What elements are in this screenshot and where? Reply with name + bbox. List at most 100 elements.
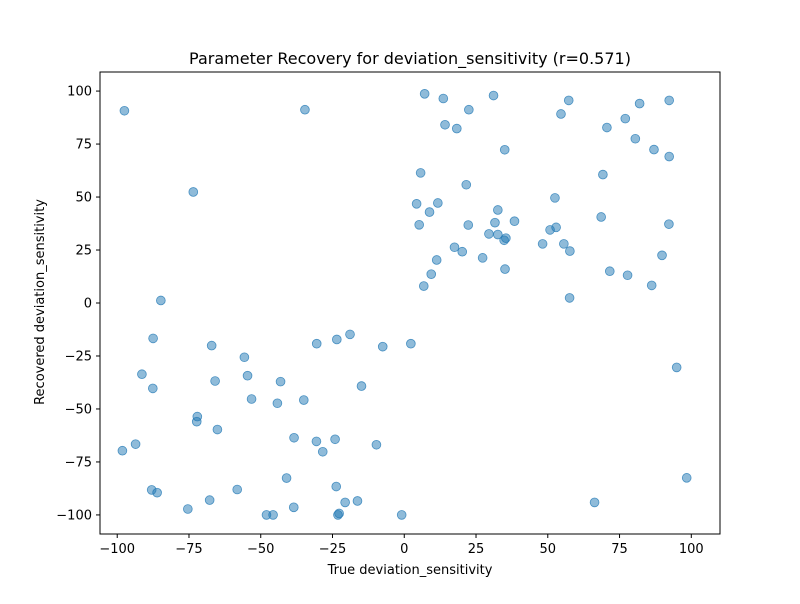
data-point [424, 207, 435, 217]
data-point [268, 510, 278, 520]
chart-title: Parameter Recovery for deviation_sensiti… [189, 49, 631, 69]
data-point [671, 362, 682, 373]
data-point [556, 109, 566, 119]
x-axis-label: True deviation_sensitivity [327, 563, 493, 578]
data-point [298, 395, 309, 405]
data-point [559, 239, 569, 249]
data-point [649, 144, 659, 155]
data-point [330, 434, 340, 445]
data-point [602, 122, 612, 133]
data-point [488, 90, 499, 101]
data-point [288, 502, 299, 513]
data-point [589, 497, 600, 508]
data-point [300, 104, 310, 115]
data-point [596, 212, 606, 222]
data-point [352, 496, 363, 506]
data-point [119, 105, 130, 116]
data-point [477, 253, 488, 263]
x-tick-label: −25 [319, 542, 346, 557]
y-axis-label: Recovered deviation_sensitivity [33, 199, 48, 405]
data-point [449, 242, 460, 253]
data-point [332, 334, 342, 345]
data-point [440, 119, 450, 130]
data-point [431, 255, 442, 265]
data-point [681, 473, 692, 483]
data-point [500, 264, 510, 274]
data-point [281, 473, 292, 483]
data-point [204, 495, 215, 505]
data-point [438, 93, 449, 104]
data-point [657, 250, 667, 261]
data-point [493, 229, 503, 240]
data-point [664, 151, 674, 162]
y-tick-label: 0 [84, 297, 92, 312]
data-point [419, 89, 430, 99]
x-tick-label: 75 [611, 542, 628, 557]
data-point [433, 198, 443, 208]
data-point [646, 280, 657, 291]
y-axis-ticks: −100 −75 −50 −25 0 25 50 75 100 [56, 85, 100, 523]
data-point [457, 246, 468, 257]
data-point [461, 179, 472, 190]
data-point [371, 439, 382, 450]
data-point [565, 246, 575, 256]
data-point [152, 487, 162, 498]
y-tick-label: −50 [65, 402, 92, 417]
x-tick-label: 25 [468, 542, 485, 557]
data-point [191, 416, 202, 427]
data-point [340, 497, 350, 508]
data-point [493, 205, 503, 215]
data-point [564, 293, 575, 303]
data-point [415, 168, 426, 178]
data-point [634, 98, 645, 109]
x-tick-label: −75 [175, 542, 202, 557]
data-point [537, 239, 548, 249]
data-point [414, 220, 424, 230]
data-point [630, 133, 641, 144]
data-point [484, 229, 494, 239]
y-tick-label: −25 [65, 349, 92, 364]
data-point [117, 445, 128, 456]
data-point [188, 187, 199, 197]
data-point [620, 113, 631, 124]
data-point [664, 95, 674, 106]
data-point [563, 95, 574, 106]
x-tick-label: −100 [99, 542, 135, 557]
x-tick-label: 0 [400, 542, 408, 557]
x-tick-label: −50 [247, 542, 274, 557]
y-tick-label: 50 [75, 191, 92, 206]
data-point [411, 199, 422, 209]
data-point [464, 104, 474, 115]
data-point [183, 504, 193, 514]
y-tick-label: 75 [75, 138, 92, 153]
data-point [210, 376, 220, 386]
data-point [598, 169, 608, 180]
data-point [331, 481, 342, 492]
data-point [311, 338, 322, 349]
y-tick-label: −100 [56, 508, 92, 523]
data-point [356, 381, 367, 391]
data-point [664, 219, 674, 229]
y-tick-label: −75 [65, 455, 92, 470]
data-point [463, 220, 474, 230]
data-point [622, 270, 633, 281]
data-point [212, 424, 223, 435]
data-point [499, 144, 510, 155]
data-point [490, 217, 500, 228]
data-point [406, 338, 416, 349]
data-point [418, 281, 429, 291]
data-point [311, 436, 322, 447]
data-point [246, 394, 257, 404]
data-point [551, 222, 561, 233]
x-tick-label: 100 [679, 542, 704, 557]
data-point [289, 432, 299, 443]
y-tick-label: 100 [67, 85, 92, 100]
data-point [550, 193, 560, 203]
data-points [117, 89, 692, 520]
data-point [137, 369, 147, 380]
data-point [232, 484, 243, 495]
data-point [333, 510, 343, 520]
data-point [148, 333, 158, 344]
data-point [148, 383, 158, 394]
